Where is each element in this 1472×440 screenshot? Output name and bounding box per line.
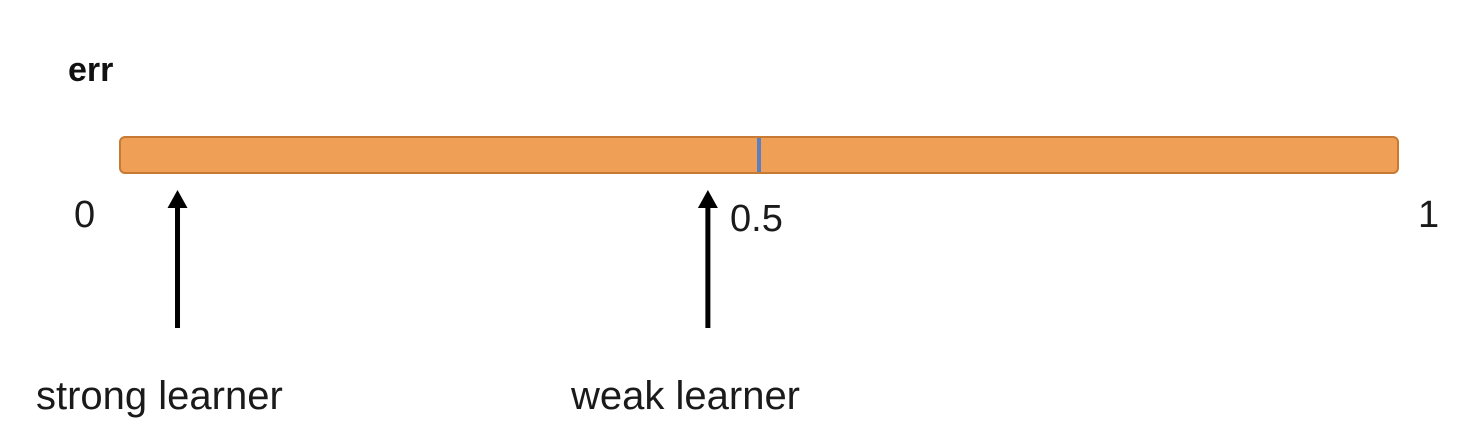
weak-learner-label: weak learner [571, 374, 801, 418]
markers-group [167, 190, 718, 328]
marker-arrow-head-1 [697, 190, 718, 208]
tick-label-1: 1 [1418, 194, 1440, 236]
title-label: err [68, 51, 114, 89]
strong-learner-label: strong learner [36, 374, 283, 418]
tick-label-0: 0 [74, 194, 96, 236]
tick-label-0.5: 0.5 [730, 198, 783, 240]
marker-arrow-head-0 [167, 190, 188, 208]
